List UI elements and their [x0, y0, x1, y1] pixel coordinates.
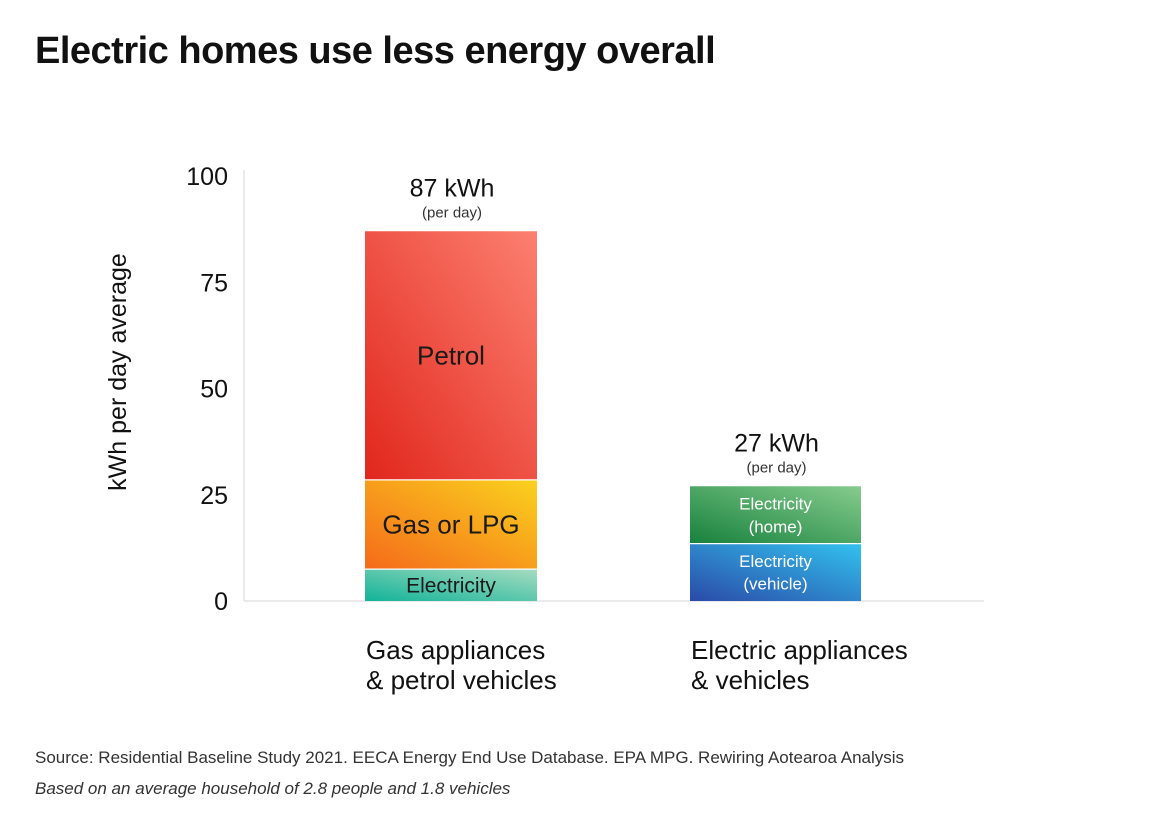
stacked-bar-chart: kWh per day average 0 25 50 75 100 Electrici…	[104, 163, 984, 695]
y-axis-tick-labels: 0 25 50 75 100	[186, 163, 228, 616]
y-axis-title-group: kWh per day average	[104, 253, 132, 491]
bar-segment-petrol	[365, 231, 537, 480]
total-unit-sublabel: (per day)	[746, 459, 806, 476]
segment-label: Gas or LPG	[382, 510, 519, 540]
category-label: & vehicles	[691, 665, 810, 695]
y-tick-label: 0	[214, 588, 228, 616]
segment-label: (vehicle)	[743, 575, 807, 594]
segment-label: Petrol	[417, 341, 485, 371]
y-tick-label: 25	[200, 482, 228, 510]
category-label: & petrol vehicles	[366, 665, 557, 695]
source-note: Source: Residential Baseline Study 2021.…	[35, 748, 905, 767]
bar-segment-electricity-home	[690, 486, 861, 544]
y-axis-title: kWh per day average	[104, 253, 132, 491]
bars: Electricity Gas or LPG Petrol Electricity (v…	[365, 231, 861, 601]
y-tick-label: 75	[200, 269, 228, 297]
total-unit-sublabel: (per day)	[422, 204, 482, 221]
household-note: Based on an average household of 2.8 peo…	[35, 779, 511, 798]
chart-title: Electric homes use less energy overall	[35, 30, 716, 72]
bar-segment-electricity	[365, 569, 537, 601]
axes	[243, 170, 984, 602]
category-label: Gas appliances	[366, 635, 545, 665]
segment-label: Electricity	[739, 494, 812, 513]
total-value-label: 27 kWh	[734, 429, 819, 457]
y-tick-label: 50	[200, 376, 228, 404]
segment-label: Electricity	[406, 574, 496, 597]
segment-label: Electricity	[739, 552, 812, 571]
x-axis-category-labels: Gas appliances& petrol vehicles Electric …	[366, 635, 908, 695]
y-tick-label: 100	[186, 163, 228, 191]
category-label: Electric appliances	[691, 635, 908, 665]
total-value-label: 87 kWh	[410, 174, 495, 202]
bar-segment-electricity-vehicle	[690, 543, 861, 601]
bar-segment-gas-or-lpg	[365, 479, 537, 570]
segment-label: (home)	[749, 517, 803, 536]
total-labels: 87 kWh (per day) 27 kWh (per day)	[410, 174, 819, 476]
